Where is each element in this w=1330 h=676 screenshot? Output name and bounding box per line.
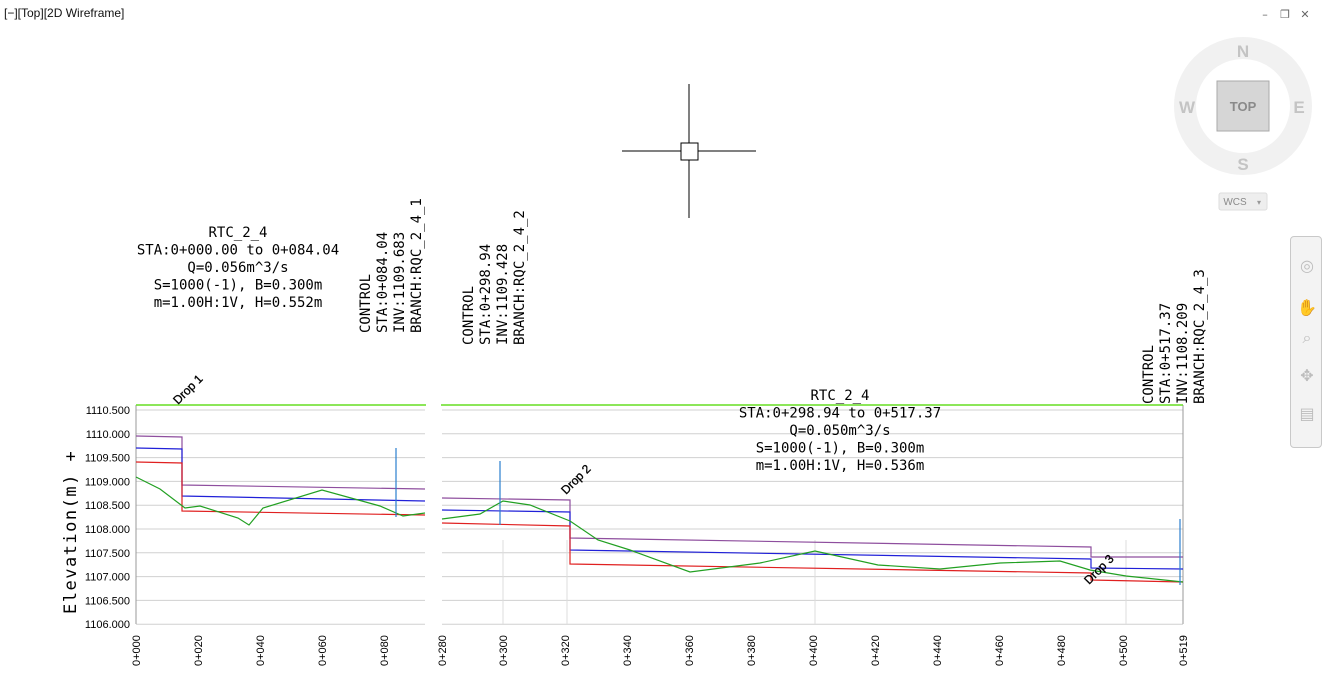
- showmotion-icon[interactable]: ▤: [1299, 404, 1315, 423]
- control-annotation[interactable]: STA:0+298.94: [478, 244, 494, 345]
- water-surface-line: [135, 447, 426, 502]
- existing-ground-line: [135, 476, 426, 526]
- compass-east[interactable]: E: [1293, 98, 1304, 117]
- control-annotation[interactable]: BRANCH:RQC_2_4_3: [1192, 269, 1208, 404]
- reach-annotation[interactable]: m=1.00H:1V, H=0.536m: [756, 458, 925, 474]
- y-tick-label: 1107.000: [85, 572, 130, 584]
- crosshair-cursor: [622, 84, 756, 218]
- x-tick-label: 0+340: [622, 635, 634, 666]
- panel-break: [426, 404, 441, 626]
- ucs-label: WCS: [1223, 197, 1247, 208]
- reach-annotation[interactable]: STA:0+298.94 to 0+517.37: [739, 406, 941, 422]
- reach-annotation[interactable]: RTC_2_4: [208, 225, 267, 241]
- y-axis-label: Elevation(m) +: [61, 450, 81, 614]
- compass-south[interactable]: S: [1237, 155, 1248, 174]
- x-tick-label: 0+060: [317, 635, 329, 666]
- reach-annotation[interactable]: Q=0.050m^3/s: [789, 423, 890, 439]
- control-annotation[interactable]: BRANCH:RQC_2_4_2: [512, 210, 528, 345]
- reach-annotation[interactable]: Q=0.056m^3/s: [187, 260, 288, 276]
- control-annotation[interactable]: STA:0+084.04: [375, 232, 391, 333]
- y-tick-label: 1110.500: [86, 405, 130, 417]
- x-tick-label: 0+380: [746, 635, 758, 666]
- x-tick-label: 0+480: [1056, 635, 1068, 666]
- control-annotation[interactable]: BRANCH:RQC_2_4_1: [409, 198, 425, 333]
- compass-west[interactable]: W: [1179, 98, 1196, 117]
- x-tick-label: 0+280: [437, 635, 449, 666]
- steering-wheel-icon[interactable]: ◎: [1300, 256, 1314, 275]
- viewport-label[interactable]: [−][Top][2D Wireframe]: [4, 6, 125, 20]
- x-tick-label: 0+460: [994, 635, 1006, 666]
- x-tick-label: 0+360: [684, 635, 696, 666]
- profile-view[interactable]: 1110.500 1110.000 1109.500 1109.000 1108.500…: [61, 198, 1208, 666]
- y-tick-label: 1107.500: [85, 548, 130, 560]
- y-tick-label: 1108.000: [85, 524, 130, 536]
- control-annotation[interactable]: INV:1109.428: [495, 244, 511, 345]
- y-tick-label: 1109.000: [85, 476, 130, 488]
- x-tick-label: 0+420: [870, 635, 882, 666]
- channel-invert-line: [135, 461, 426, 516]
- x-tick-label: 0+320: [560, 635, 572, 666]
- x-tick-label: 0+020: [193, 635, 205, 666]
- x-tick-label: 0+440: [932, 635, 944, 666]
- reach-annotation[interactable]: STA:0+000.00 to 0+084.04: [137, 243, 339, 259]
- reach-annotation[interactable]: S=1000(-1), B=0.300m: [756, 441, 925, 457]
- x-tick-label: 0+000: [131, 635, 143, 666]
- x-tick-label: 0+500: [1118, 635, 1130, 666]
- viewcube-face-label: TOP: [1230, 99, 1257, 114]
- minimize-icon[interactable]: –: [1262, 8, 1268, 21]
- viewport-window-controls: – ❐ ✕: [1258, 8, 1312, 22]
- viewcube-top-face[interactable]: [1216, 80, 1270, 132]
- x-tick-label: 0+080: [379, 635, 391, 666]
- chevron-down-icon: ▾: [1257, 198, 1261, 207]
- x-tick-label: 0+400: [808, 635, 820, 666]
- compass-north[interactable]: N: [1237, 42, 1249, 61]
- reach-annotation[interactable]: m=1.00H:1V, H=0.552m: [154, 295, 323, 311]
- close-icon[interactable]: ✕: [1300, 8, 1310, 21]
- control-annotation[interactable]: CONTROL: [1141, 345, 1157, 404]
- y-tick-label: 1109.500: [85, 453, 130, 465]
- control-annotation[interactable]: INV:1109.683: [392, 232, 408, 333]
- water-surface-line: [441, 509, 1184, 570]
- x-tick-label: 0+040: [255, 635, 267, 666]
- restore-icon[interactable]: ❐: [1280, 8, 1290, 21]
- y-tick-label: 1106.000: [85, 619, 130, 631]
- drop-label[interactable]: Drop 1: [170, 371, 206, 408]
- pan-icon[interactable]: ✋: [1297, 298, 1317, 317]
- y-tick-label: 1108.500: [85, 500, 130, 512]
- y-tick-label: 1110.000: [86, 429, 130, 441]
- y-tick-label: 1106.500: [85, 595, 130, 607]
- reach-annotation[interactable]: S=1000(-1), B=0.300m: [154, 278, 323, 294]
- control-annotation[interactable]: CONTROL: [358, 274, 374, 333]
- channel-invert-line: [441, 522, 1184, 583]
- x-tick-label: 0+519: [1178, 635, 1190, 666]
- zoom-icon[interactable]: ⌕: [1302, 328, 1312, 347]
- existing-ground-line: [441, 500, 1184, 583]
- control-annotation[interactable]: INV:1108.209: [1175, 303, 1191, 404]
- x-tick-label: 0+300: [498, 635, 510, 666]
- top-of-bank-line: [441, 497, 1183, 558]
- viewcube[interactable]: TOP N S E W WCS ▾: [1174, 37, 1312, 211]
- orbit-icon[interactable]: ✥: [1300, 366, 1314, 385]
- drop-label[interactable]: Drop 2: [558, 461, 594, 498]
- navigation-bar: ◎ ✋ ⌕ ✥ ▤: [1290, 236, 1322, 448]
- control-annotation[interactable]: CONTROL: [461, 286, 477, 345]
- reach-annotation[interactable]: RTC_2_4: [810, 388, 869, 404]
- control-annotation[interactable]: STA:0+517.37: [1158, 303, 1174, 404]
- ucs-dropdown[interactable]: [1218, 192, 1268, 211]
